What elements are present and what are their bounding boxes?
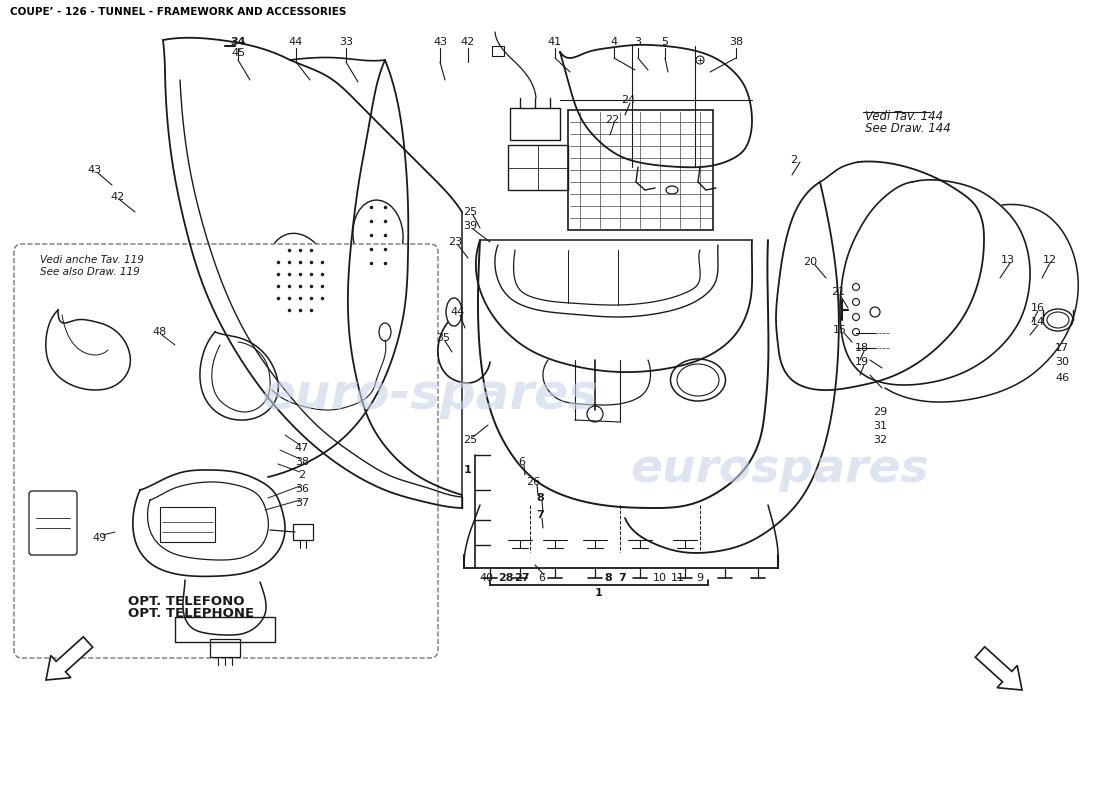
Text: OPT. TELEPHONE: OPT. TELEPHONE — [128, 607, 254, 620]
Text: 2: 2 — [298, 470, 306, 480]
Text: 27: 27 — [515, 573, 530, 583]
Text: 17: 17 — [1055, 343, 1069, 353]
FancyArrow shape — [46, 637, 92, 680]
Text: 20: 20 — [803, 257, 817, 267]
Text: 1: 1 — [595, 588, 603, 598]
Text: eurospares: eurospares — [630, 447, 930, 493]
Text: 6: 6 — [518, 457, 526, 467]
Text: 18: 18 — [855, 343, 869, 353]
Text: 44: 44 — [289, 37, 304, 47]
Bar — [160, 507, 215, 542]
Text: 41: 41 — [548, 37, 562, 47]
Text: euro-spares: euro-spares — [262, 371, 598, 419]
Text: 13: 13 — [1001, 255, 1015, 265]
Text: 34: 34 — [230, 37, 245, 47]
Text: 31: 31 — [873, 421, 887, 431]
Text: 24: 24 — [620, 95, 635, 105]
Text: 40: 40 — [478, 573, 493, 583]
Text: 46: 46 — [1055, 373, 1069, 383]
Text: 30: 30 — [1055, 357, 1069, 367]
Bar — [510, 108, 560, 140]
Text: 21: 21 — [830, 287, 845, 297]
Text: 43: 43 — [88, 165, 102, 175]
Text: 23: 23 — [448, 237, 462, 247]
Text: 10: 10 — [653, 573, 667, 583]
Text: 4: 4 — [610, 37, 617, 47]
Text: 2: 2 — [791, 155, 798, 165]
Text: 45: 45 — [231, 48, 245, 58]
Text: 8: 8 — [536, 493, 543, 503]
Text: 37: 37 — [295, 498, 309, 508]
Text: See Draw. 144: See Draw. 144 — [865, 122, 950, 135]
Text: 26.: 26. — [526, 477, 543, 487]
Text: 6: 6 — [539, 573, 546, 583]
Text: 48: 48 — [153, 327, 167, 337]
Text: 19: 19 — [855, 357, 869, 367]
Text: 49: 49 — [92, 533, 107, 543]
Text: 25: 25 — [463, 435, 477, 445]
Text: 47: 47 — [295, 443, 309, 453]
Text: 15: 15 — [833, 325, 847, 335]
Text: 1: 1 — [464, 465, 472, 475]
Text: 36: 36 — [295, 484, 309, 494]
Text: Vedi Tav. 144: Vedi Tav. 144 — [865, 110, 943, 123]
Text: 32: 32 — [873, 435, 887, 445]
Text: 7: 7 — [618, 573, 626, 583]
Text: OPT. TELEFONO: OPT. TELEFONO — [128, 595, 244, 608]
Text: 22: 22 — [605, 115, 619, 125]
Text: 28: 28 — [498, 573, 514, 583]
Text: 5: 5 — [661, 37, 669, 47]
Text: 39: 39 — [463, 221, 477, 231]
Text: 33: 33 — [339, 37, 353, 47]
Bar — [508, 145, 568, 190]
Text: 43: 43 — [433, 37, 447, 47]
Text: 38: 38 — [729, 37, 744, 47]
Text: COUPE’ - 126 - TUNNEL - FRAMEWORK AND ACCESSORIES: COUPE’ - 126 - TUNNEL - FRAMEWORK AND AC… — [10, 7, 346, 17]
Bar — [293, 524, 314, 540]
Bar — [492, 46, 504, 56]
Text: 25: 25 — [463, 207, 477, 217]
Text: 14: 14 — [1031, 317, 1045, 327]
FancyArrow shape — [976, 647, 1022, 690]
Text: 11: 11 — [671, 573, 685, 583]
Text: Vedi anche Tav. 119: Vedi anche Tav. 119 — [40, 255, 144, 265]
Bar — [175, 617, 275, 642]
Text: 44: 44 — [451, 307, 465, 317]
Bar — [568, 110, 713, 230]
Text: See also Draw. 119: See also Draw. 119 — [40, 267, 140, 277]
Text: 3: 3 — [635, 37, 641, 47]
Text: 9: 9 — [696, 573, 704, 583]
Text: 42: 42 — [461, 37, 475, 47]
Bar — [210, 639, 240, 657]
Text: 12: 12 — [1043, 255, 1057, 265]
FancyBboxPatch shape — [14, 244, 438, 658]
Text: 7: 7 — [536, 510, 543, 520]
Text: 35: 35 — [436, 333, 450, 343]
Text: 29: 29 — [873, 407, 887, 417]
Text: 8: 8 — [604, 573, 612, 583]
Text: 42: 42 — [111, 192, 125, 202]
Text: 16: 16 — [1031, 303, 1045, 313]
Text: 38: 38 — [295, 457, 309, 467]
